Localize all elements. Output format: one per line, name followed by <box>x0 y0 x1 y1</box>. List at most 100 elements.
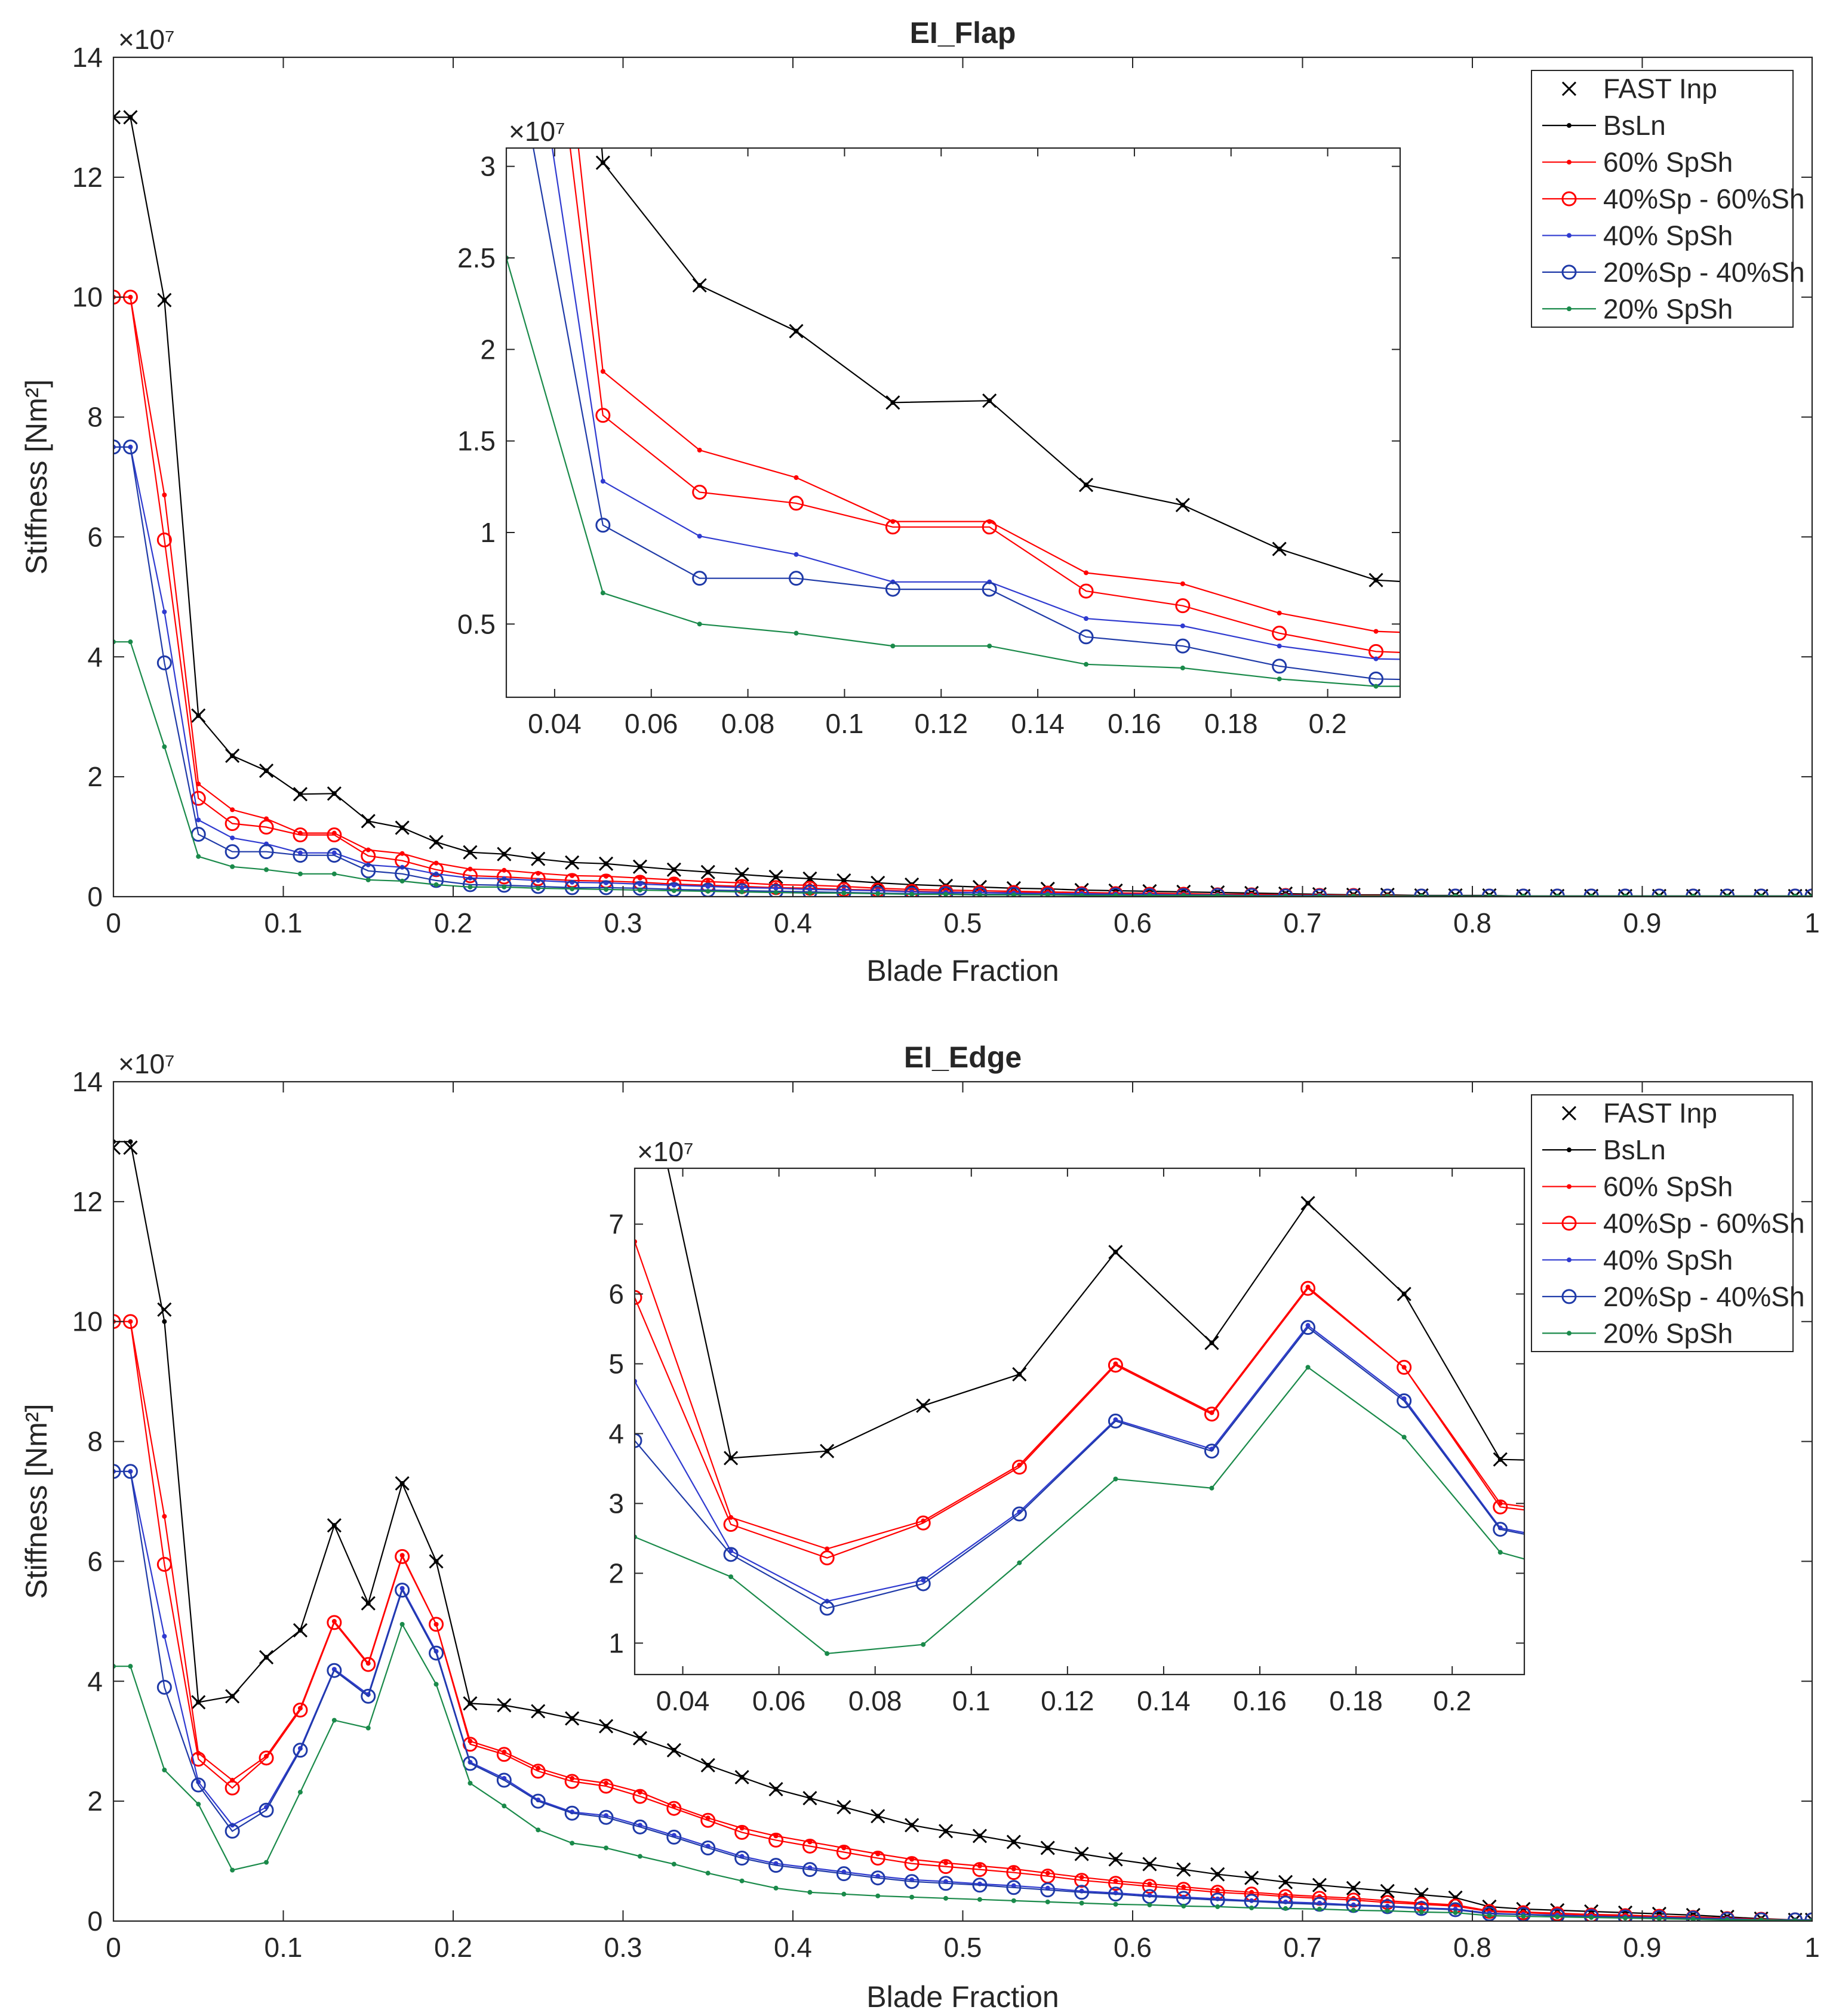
main-point-40-spsh <box>196 817 201 823</box>
main-point-bsln <box>264 768 269 774</box>
main-point-60-spsh <box>331 1618 337 1624</box>
inset-point-20-sp-40-sh <box>1397 1393 1412 1408</box>
main-x-tick-label: 0.6 <box>1114 907 1152 938</box>
main-point-60-spsh <box>909 1857 915 1862</box>
main-point-bsln <box>399 825 405 830</box>
legend-label-bsln: BsLn <box>1603 110 1666 141</box>
main-y-tick-label: 10 <box>72 282 103 313</box>
main-point-bsln <box>502 1703 507 1708</box>
inset-point-20-spsh <box>921 1642 926 1647</box>
inset-y-tick-label: 2 <box>608 1558 624 1589</box>
main-point-20-sp-40-sh <box>361 863 376 879</box>
inset-point-bsln <box>921 1403 926 1408</box>
main-point-20-sp-40-sh <box>1617 1909 1633 1921</box>
main-point-fast-inp <box>157 1302 172 1317</box>
main-point-bsln <box>297 792 303 797</box>
inset-point-60-spsh <box>536 1012 541 1017</box>
main-point-40-sp-60-sh <box>598 1778 614 1794</box>
main-point-20-sp-40-sh <box>496 878 512 893</box>
main-point-20-sp-40-sh <box>836 1866 851 1882</box>
main-point-20-spsh <box>1249 893 1254 897</box>
legend-label-40-sp-60-sh: 40%Sp - 60%Sh <box>1603 183 1805 214</box>
inset-frame <box>633 1167 1526 1676</box>
main-point-20-sp-40-sh <box>666 1829 682 1845</box>
main-point-20-spsh <box>1385 893 1390 897</box>
main-point-40-spsh <box>705 884 711 889</box>
main-point-60-spsh <box>230 807 235 812</box>
main-point-bsln <box>433 839 439 845</box>
main-point-40-spsh <box>671 882 676 888</box>
main-point-40-sp-60-sh <box>1108 1876 1124 1891</box>
main-point-60-spsh <box>536 1765 541 1771</box>
legend-label-20-spsh: 20% SpSh <box>1603 1318 1733 1349</box>
main-point-20-spsh <box>468 884 473 889</box>
main-point-60-spsh <box>671 1803 676 1809</box>
inset-point-bsln <box>697 283 702 288</box>
inset-x-tick-label: 0.16 <box>1108 708 1161 739</box>
chart-title: EI_Edge <box>904 1041 1022 1074</box>
main-point-bsln <box>196 1700 201 1705</box>
inset-point-20-sp-40-sh <box>723 1547 739 1562</box>
main-point-20-spsh <box>1656 893 1662 897</box>
inset-point-20-spsh <box>728 1574 734 1580</box>
main-point-40-sp-60-sh <box>1142 1879 1157 1894</box>
main-x-tick-label: 0 <box>106 907 121 938</box>
legend-marker-bsln <box>1567 1147 1571 1153</box>
inset-point-20-spsh <box>1401 1435 1407 1440</box>
main-point-20-spsh <box>297 1790 303 1795</box>
inset-point-40-spsh <box>1373 656 1379 661</box>
main-y-tick-label: 10 <box>72 1306 103 1337</box>
main-x-tick-label: 0.6 <box>1114 1932 1152 1963</box>
main-point-20-spsh <box>875 1893 881 1898</box>
main-line-40-sp-60-sh <box>113 1321 1812 1921</box>
main-point-20-sp-40-sh <box>259 1802 274 1818</box>
main-point-bsln <box>1317 1882 1322 1888</box>
inset-point-bsln <box>890 400 896 405</box>
inset-point-bsln <box>1113 1249 1118 1255</box>
main-point-20-spsh <box>264 867 269 872</box>
main-point-40-sp-60-sh <box>293 1702 308 1718</box>
main-point-bsln <box>875 1814 881 1819</box>
main-point-fast-inp <box>123 1140 138 1155</box>
main-point-60-spsh <box>705 1815 711 1821</box>
main-point-60-spsh <box>1113 1878 1118 1883</box>
legend-label-40-sp-60-sh: 40%Sp - 60%Sh <box>1603 1208 1805 1239</box>
main-point-20-sp-40-sh <box>802 1862 817 1878</box>
main-point-40-sp-60-sh <box>327 1615 342 1630</box>
inset-point-60-spsh <box>1180 581 1185 586</box>
main-point-20-spsh <box>1758 1917 1764 1921</box>
legend-label-bsln: BsLn <box>1603 1134 1666 1165</box>
inset-point-40-sp-60-sh <box>789 495 804 511</box>
inset-line-60-spsh <box>577 148 1400 633</box>
inset-point-fast-inp <box>628 994 641 1007</box>
main-x-tick-label: 1 <box>1804 907 1820 938</box>
inset-point-20-sp-40-sh <box>789 571 804 586</box>
main-point-bsln <box>637 864 642 869</box>
legend-marker-40-sp-60-sh <box>1561 1215 1577 1231</box>
inset-point-40-spsh <box>1180 623 1185 629</box>
inset-point-40-sp-60-sh <box>1493 1499 1508 1515</box>
main-point-20-spsh <box>399 878 405 884</box>
main-point-20-spsh <box>637 887 642 892</box>
inset-point-40-spsh <box>600 479 605 484</box>
main-y-tick-label: 0 <box>87 881 103 912</box>
main-point-60-spsh <box>570 1775 575 1781</box>
y-axis-multiplier: ×10⁷ <box>118 24 175 55</box>
legend-marker-20-spsh <box>1567 306 1571 312</box>
main-point-20-sp-40-sh <box>1448 1902 1463 1917</box>
legend-marker-40-spsh <box>1567 1257 1571 1263</box>
inset-point-60-spsh <box>697 448 702 453</box>
inset-x-tick-label: 0.08 <box>721 708 775 739</box>
main-y-tick-label: 12 <box>72 1186 103 1217</box>
main-point-40-sp-60-sh <box>259 820 274 835</box>
main-point-20-spsh <box>128 1664 133 1669</box>
inset-y-tick-label: 3 <box>608 1488 624 1519</box>
main-point-20-spsh <box>1656 1916 1662 1921</box>
inset-point-20-sp-40-sh <box>635 1433 642 1448</box>
main-point-40-sp-60-sh <box>870 1851 885 1866</box>
main-point-20-sp-40-sh <box>224 844 240 860</box>
inset-point-bsln <box>632 1012 637 1017</box>
inset-point-60-spsh <box>1305 1284 1311 1289</box>
main-point-20-sp-40-sh <box>293 1743 308 1758</box>
inset-point-20-sp-40-sh <box>982 581 997 597</box>
